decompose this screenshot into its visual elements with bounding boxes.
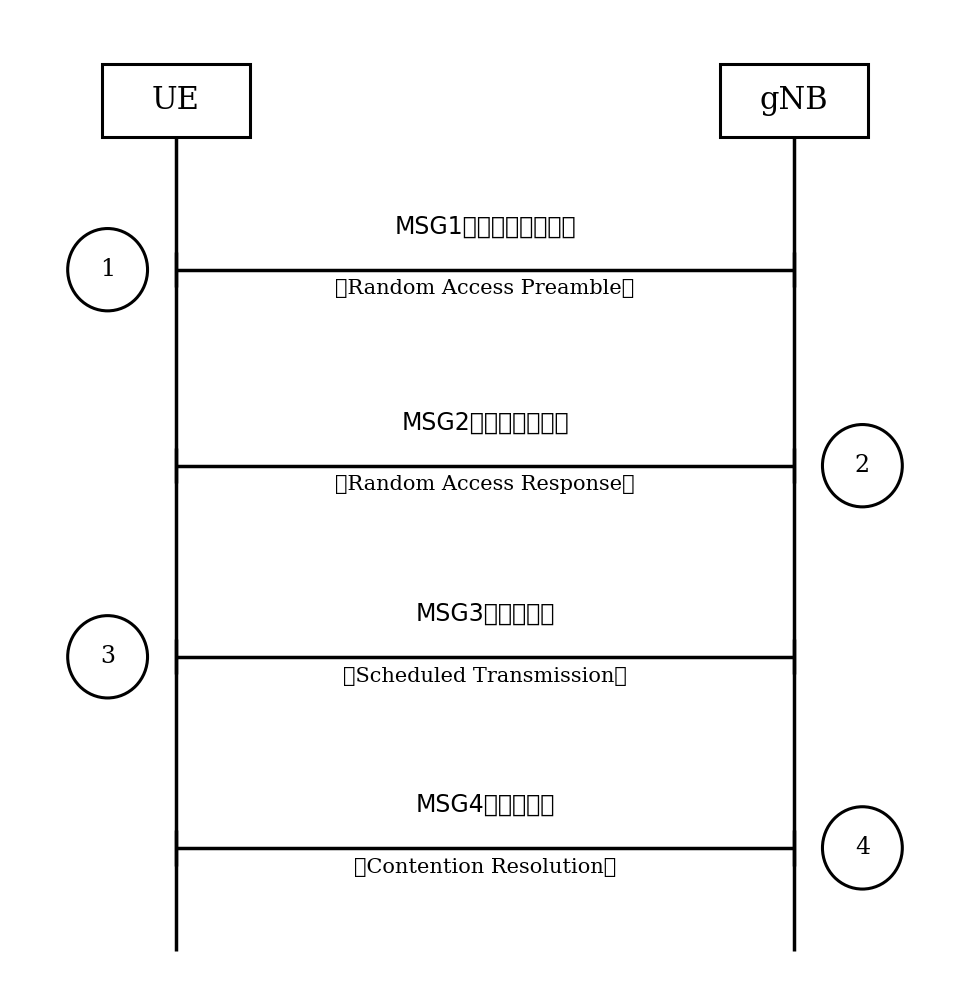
Text: （Random Access Response）: （Random Access Response） bbox=[335, 476, 634, 494]
Text: gNB: gNB bbox=[759, 85, 828, 116]
Text: MSG4：竞争解决: MSG4：竞争解决 bbox=[415, 793, 554, 817]
Bar bbox=[720, 64, 866, 137]
Text: 1: 1 bbox=[100, 258, 115, 281]
Text: 3: 3 bbox=[100, 645, 115, 668]
Text: （Scheduled Transmission）: （Scheduled Transmission） bbox=[343, 667, 626, 686]
Text: 4: 4 bbox=[854, 836, 869, 859]
Text: MSG3：调度传输: MSG3：调度传输 bbox=[415, 601, 554, 625]
Text: （Contention Resolution）: （Contention Resolution） bbox=[354, 858, 615, 877]
Text: （Random Access Preamble）: （Random Access Preamble） bbox=[335, 279, 634, 298]
Text: 2: 2 bbox=[854, 454, 869, 477]
Bar bbox=[103, 64, 249, 137]
Text: MSG2：随机接入响应: MSG2：随机接入响应 bbox=[401, 410, 568, 434]
Text: UE: UE bbox=[152, 85, 200, 116]
Text: MSG1：随机接入前导码: MSG1：随机接入前导码 bbox=[393, 214, 576, 238]
